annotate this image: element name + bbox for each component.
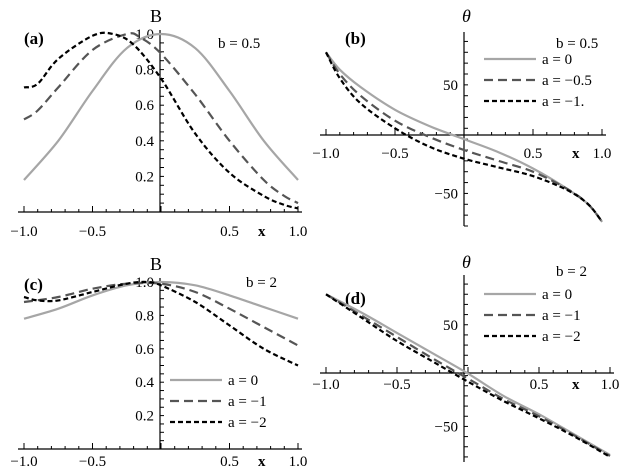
- legend-label: a = −1: [228, 394, 267, 410]
- panel-d-label: (d): [345, 289, 366, 308]
- panel-c: (c) B b = 2 −1.0 −0.5 0.5 1.0x0.20.40.60.81…: [10, 254, 307, 469]
- legend-label: a = −1.: [542, 94, 584, 110]
- y-tick-label: 0.6: [135, 98, 154, 114]
- legend-label: a = 0: [542, 52, 572, 68]
- panel-c-ylabel: B: [150, 254, 162, 274]
- legend-label: a = −1: [542, 308, 581, 324]
- x-axis-label: x: [572, 377, 580, 393]
- series-line-a-2: [23, 31, 299, 210]
- panel-c-param: b = 2: [246, 275, 277, 291]
- series-line-a-0: [23, 32, 299, 181]
- x-tick-label: 0.5: [220, 224, 239, 240]
- y-tick-label: 0.4: [135, 134, 154, 150]
- legend: a = 0 a = −1 a = −2: [484, 287, 581, 345]
- x-tick-label: −1.0: [10, 224, 37, 240]
- series-line-c-2: [23, 280, 299, 367]
- x-tick-label: 1.0: [601, 377, 620, 393]
- series-line-b-2: [325, 51, 603, 223]
- series-line-c-0: [23, 280, 299, 320]
- y-tick-label: −50: [435, 186, 458, 202]
- series-line-d-2: [325, 293, 611, 458]
- panel-d-plot: −1.0 −0.5 0.5 1.0 x 50 −50 a = 0 a = −1 a = −2: [312, 275, 619, 462]
- panel-a-param: b = 0.5: [218, 36, 260, 52]
- x-tick-label: −0.5: [79, 454, 106, 469]
- y-tick-label: 50: [443, 318, 458, 334]
- x-tick-label: −1.0: [312, 146, 339, 162]
- x-tick-label: −1.0: [10, 454, 37, 469]
- legend-label: a = 0: [542, 287, 572, 303]
- panel-a-ylabel: B: [150, 6, 162, 26]
- x-axis-label: x: [258, 224, 266, 240]
- legend-label: a = −2: [228, 415, 267, 431]
- panel-b-param: b = 0.5: [556, 36, 598, 52]
- x-tick-label: 1.0: [289, 454, 308, 469]
- legend-label: a = −2: [542, 329, 581, 345]
- x-tick-label: 1.0: [593, 146, 612, 162]
- series-line-a-1: [23, 32, 299, 205]
- x-tick-label: −0.5: [381, 146, 408, 162]
- series-line-b-1: [325, 51, 603, 223]
- panel-a: (a) B b = 0.5 −1.0 −0.5 0.5 1.0 x 0.2 0.4 0.6 0.…: [10, 6, 307, 240]
- y-tick-label: 0.8: [135, 308, 154, 324]
- x-axis-label: x: [258, 454, 266, 469]
- x-tick-label: 0.5: [220, 454, 239, 469]
- legend: a = 0 a = −1 a = −2: [170, 373, 267, 431]
- panel-d-ylabel: θ: [462, 252, 471, 272]
- y-tick-label: 0.6: [135, 342, 154, 358]
- x-tick-label: −1.0: [312, 377, 339, 393]
- y-tick-label: 50: [443, 78, 458, 94]
- legend-label: a = −0.5: [542, 73, 592, 89]
- panel-b-ylabel: θ: [462, 6, 471, 26]
- x-tick-label: −0.5: [383, 377, 410, 393]
- series-line-c-1: [23, 281, 299, 347]
- y-tick-label: −50: [435, 419, 458, 435]
- x-tick-label: −0.5: [79, 224, 106, 240]
- panel-c-label: (c): [24, 275, 43, 294]
- panel-c-plot: −1.0 −0.5 0.5 1.0x0.20.40.60.81.0a = 0a = −…: [10, 275, 307, 469]
- y-tick-label: 0.2: [135, 409, 154, 425]
- panel-d-param: b = 2: [556, 264, 587, 280]
- panel-a-plot: −1.0 −0.5 0.5 1.0x0.20.40.60.81.0: [10, 27, 307, 240]
- panel-b-plot: −1.0 −0.5 0.5 1.0 x 50 −50 a = 0 a = −0.5 a = −1.: [312, 32, 612, 227]
- x-tick-label: 0.5: [530, 377, 549, 393]
- legend: a = 0 a = −0.5 a = −1.: [484, 52, 592, 110]
- x-tick-label: 1.0: [289, 224, 308, 240]
- x-tick-label: 0.5: [524, 146, 543, 162]
- panel-b-label: (b): [345, 29, 366, 48]
- y-tick-label: 0.2: [135, 169, 154, 185]
- y-tick-label: 0.8: [135, 63, 154, 79]
- x-axis-label: x: [572, 146, 580, 162]
- y-tick-label: 0.4: [135, 375, 154, 391]
- legend-label: a = 0: [228, 373, 258, 389]
- panel-a-label: (a): [24, 29, 44, 48]
